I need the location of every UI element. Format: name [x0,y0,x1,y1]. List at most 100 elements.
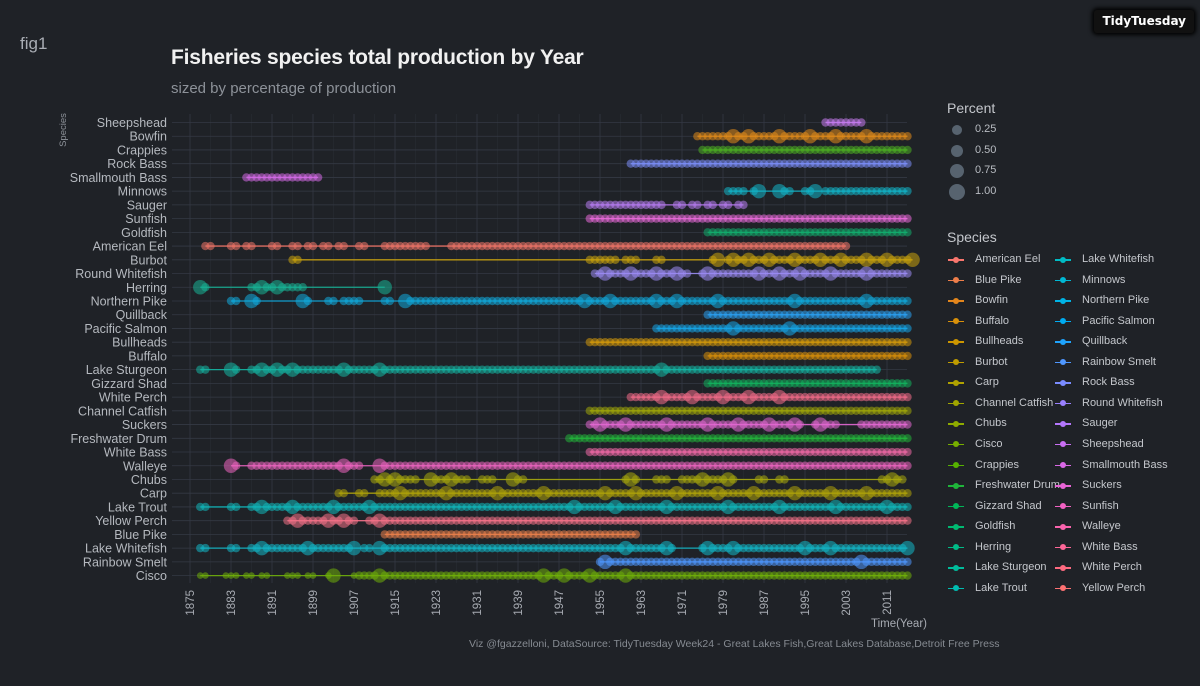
series-bowfin [693,129,912,144]
legend-key [1055,585,1071,591]
data-point [313,173,323,182]
data-point [360,241,369,251]
series-rainbow-smelt [595,554,912,570]
legend-key [948,565,964,570]
data-point [903,228,912,237]
y-tick-label: Rainbow Smelt [83,555,168,569]
data-point [411,475,420,484]
series-lake-whitefish [196,540,915,556]
series-gizzard-shad [703,379,912,388]
data-point [682,269,692,278]
legend-label: Sunfish [1082,499,1119,512]
y-tick-label: Chubs [131,473,167,487]
data-point [710,252,726,267]
legend-label: Herring [975,540,1012,553]
legend-label: Smallmouth Bass [1082,458,1168,471]
x-tick-label: 1891 [267,590,279,616]
data-point [657,255,666,264]
legend-key [1055,544,1071,550]
series-channel-catfish [585,406,912,416]
legend-key [1055,524,1071,529]
data-point [196,572,204,579]
y-tick-label: Sheepshead [97,116,167,130]
legend-key [948,524,964,529]
legend-label: Cisco [975,437,1003,450]
data-point [360,489,369,498]
data-point [377,280,392,295]
size-legend-label: 1.00 [975,184,997,197]
size-legend-key [950,164,964,178]
size-legend-key [949,183,965,200]
y-tick-label: Lake Trout [108,500,168,514]
legend-key [1055,318,1071,324]
series-white-perch [626,389,912,405]
y-tick-label: Cisco [136,569,167,583]
y-tick-label: Lake Whitefish [85,542,167,556]
legend-label: Walleye [1082,520,1121,533]
data-point [298,283,307,292]
data-point [222,572,230,579]
y-tick-label: Burbot [130,253,167,267]
y-tick-label: American Eel [93,240,167,254]
legend-label: Goldfish [975,520,1016,533]
legend-label: Lake Whitefish [1082,253,1155,265]
legend-key [948,257,964,262]
legend-label: Gizzard Shad [975,499,1042,512]
data-point [243,572,250,579]
data-point [354,461,364,470]
legend-label: Chubs [975,417,1007,430]
series-herring [193,280,392,295]
data-point [309,572,317,579]
data-point [339,241,348,251]
legend-label: Round Whitefish [1082,396,1163,409]
data-point [385,296,395,306]
data-point [324,241,333,251]
data-point [349,516,359,525]
data-point [263,572,271,579]
data-point [631,475,641,484]
legend-label: Sheepshead [1082,437,1144,450]
y-tick-label: Northern Pike [91,294,167,308]
series-yellow-perch [283,513,912,528]
data-point [903,420,912,429]
data-point [872,365,881,374]
series-carp [334,486,912,501]
data-point [903,392,912,402]
data-point [631,530,641,539]
legend-key [1055,442,1071,447]
data-point [808,183,823,199]
data-point [900,540,915,556]
data-point [232,572,240,579]
legend-key [948,318,964,324]
size-legend-key [951,144,963,157]
legend-key [948,359,964,365]
y-tick-label: Minnows [118,185,167,199]
x-axis-title: Time(Year) [871,618,927,630]
legend-key [1055,503,1071,509]
legend-label: Pacific Salmon [1082,314,1155,327]
y-tick-label: Lake Sturgeon [86,363,167,377]
legend-key [1055,380,1071,385]
data-point [903,351,912,361]
data-point [201,502,210,512]
data-point [201,365,210,374]
x-tick-label: 1883 [226,590,238,616]
legend-label: Lake Sturgeon [975,561,1047,574]
legend-key [948,298,964,303]
x-tick-label: 2011 [882,590,894,615]
data-point [903,489,912,498]
legend-key [948,544,964,550]
data-point [258,572,266,579]
legend-key [1055,298,1071,303]
data-point [903,310,912,319]
data-point [667,543,676,553]
legend-label: Yellow Perch [1082,581,1146,594]
x-tick-label: 2003 [841,590,853,616]
legend-label: Suckers [1082,479,1122,492]
data-point [488,475,497,484]
data-point [206,241,215,251]
y-tick-label: Quillback [116,308,168,322]
data-point [346,540,362,556]
legend-label: Freshwater Drum [975,479,1060,492]
series-chubs [370,472,907,487]
